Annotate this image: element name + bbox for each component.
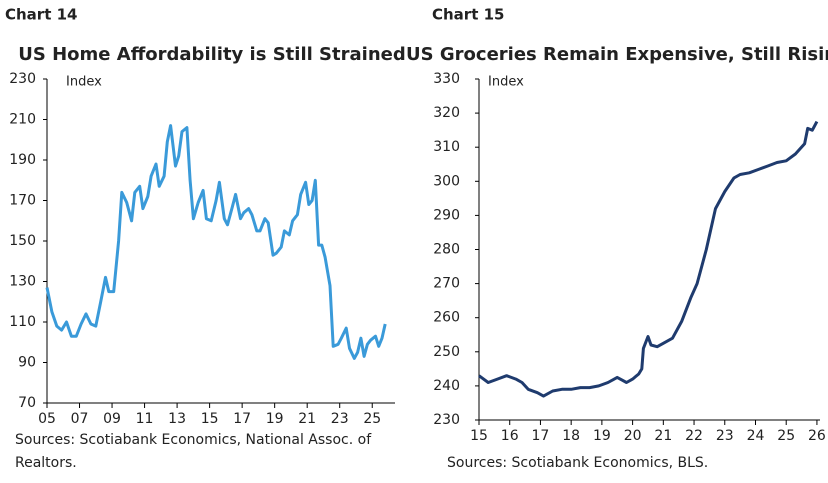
y-tick-label: 270 xyxy=(433,276,460,292)
y-tick-label: 240 xyxy=(433,378,460,394)
source-note: Sources: Scotiabank Economics, BLS. xyxy=(447,455,708,471)
x-tick-label: 24 xyxy=(747,428,765,444)
x-tick-label: 20 xyxy=(624,428,642,444)
y-tick-label: 260 xyxy=(433,310,460,326)
y-axis-label: Index xyxy=(66,75,102,90)
y-tick-label: 90 xyxy=(18,355,36,371)
y-axis-label: Index xyxy=(488,75,524,90)
x-tick-label: 17 xyxy=(233,411,251,427)
x-tick-label: 21 xyxy=(654,428,672,444)
data-line xyxy=(478,120,819,398)
x-tick-label: 05 xyxy=(38,411,56,427)
x-tick-label: 16 xyxy=(501,428,519,444)
source-note: Sources: Scotiabank Economics, National … xyxy=(15,432,372,448)
y-tick-label: 330 xyxy=(433,71,460,87)
y-tick-label: 110 xyxy=(9,314,36,330)
x-tick-label: 17 xyxy=(532,428,550,444)
y-tick-label: 250 xyxy=(433,344,460,360)
chart-label: Chart 14 xyxy=(5,6,77,24)
y-tick-label: 320 xyxy=(433,105,460,121)
x-tick-label: 22 xyxy=(685,428,703,444)
x-tick-label: 15 xyxy=(470,428,488,444)
x-tick-label: 15 xyxy=(201,411,219,427)
x-tick-label: 19 xyxy=(266,411,284,427)
chart-label: Chart 15 xyxy=(432,6,504,24)
x-tick-label: 23 xyxy=(331,411,349,427)
y-tick-label: 210 xyxy=(9,112,36,128)
x-tick-label: 25 xyxy=(363,411,381,427)
y-tick-label: 170 xyxy=(9,193,36,209)
x-tick-label: 11 xyxy=(136,411,154,427)
y-tick-label: 230 xyxy=(433,412,460,428)
y-tick-label: 130 xyxy=(9,274,36,290)
data-line xyxy=(45,124,387,360)
y-tick-label: 300 xyxy=(433,173,460,189)
x-tick-label: 23 xyxy=(716,428,734,444)
x-tick-label: 07 xyxy=(71,411,89,427)
x-tick-label: 13 xyxy=(168,411,186,427)
x-tick-label: 09 xyxy=(103,411,121,427)
y-tick-label: 70 xyxy=(18,395,36,411)
source-note: Realtors. xyxy=(15,455,77,471)
x-tick-label: 19 xyxy=(593,428,611,444)
chart-title: US Groceries Remain Expensive, Still Ris… xyxy=(406,44,828,65)
chart-title: US Home Affordability is Still Strained xyxy=(18,44,405,65)
y-tick-label: 290 xyxy=(433,207,460,223)
y-tick-label: 310 xyxy=(433,139,460,155)
x-tick-label: 18 xyxy=(562,428,580,444)
y-tick-label: 230 xyxy=(9,71,36,87)
x-tick-label: 25 xyxy=(777,428,795,444)
y-tick-label: 280 xyxy=(433,242,460,258)
x-tick-label: 21 xyxy=(298,411,316,427)
x-tick-label: 26 xyxy=(808,428,826,444)
y-tick-label: 190 xyxy=(9,152,36,168)
y-tick-label: 150 xyxy=(9,233,36,249)
